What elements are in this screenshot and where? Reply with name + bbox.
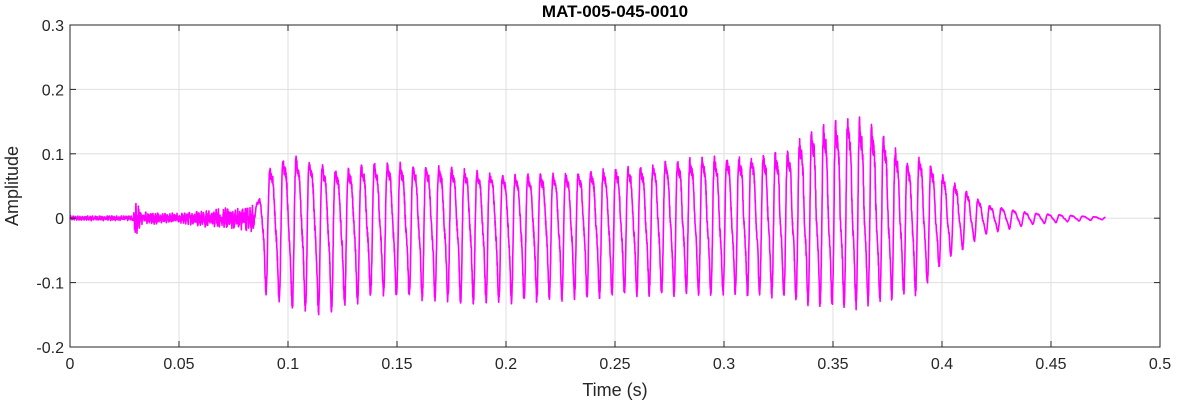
y-tick-label: -0.2 — [36, 340, 64, 357]
x-tick-label: 0.3 — [713, 356, 735, 373]
x-axis-label: Time (s) — [582, 380, 647, 400]
chart-title: MAT-005-045-0010 — [542, 2, 688, 21]
y-tick-label: 0.2 — [42, 82, 64, 99]
y-tick-label: 0.1 — [42, 147, 64, 164]
waveform-series — [69, 116, 1107, 316]
x-tick-label: 0.25 — [599, 356, 630, 373]
x-tick-label: 0.35 — [817, 356, 848, 373]
y-tick-label: 0 — [55, 211, 64, 228]
x-tick-label: 0.05 — [163, 356, 194, 373]
x-tick-label: 0.2 — [495, 356, 517, 373]
y-tick-label: -0.1 — [36, 276, 64, 293]
x-tick-label: 0.4 — [931, 356, 953, 373]
x-tick-label: 0.5 — [1149, 356, 1171, 373]
waveform-line — [69, 116, 1107, 316]
x-tick-label: 0.45 — [1035, 356, 1066, 373]
y-axis-label: Amplitude — [2, 146, 22, 226]
x-tick-label: 0.15 — [381, 356, 412, 373]
x-tick-label: 0 — [66, 356, 75, 373]
axis-ticks: 0 0.05 0.1 0.15 0.2 0.25 0.3 0.35 0.4 0.45 0.5 -0.2… — [36, 18, 1171, 373]
x-tick-label: 0.1 — [277, 356, 299, 373]
y-tick-label: 0.3 — [42, 18, 64, 35]
